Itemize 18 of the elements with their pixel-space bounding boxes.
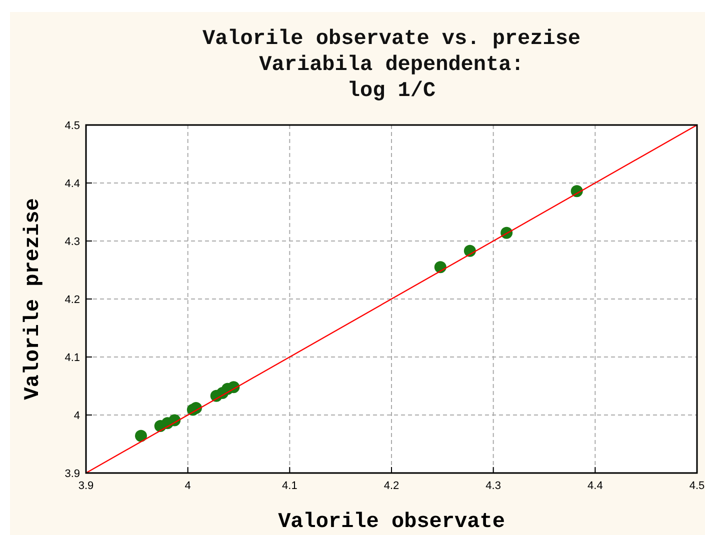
- x-tick-label: 3.9: [78, 480, 94, 492]
- x-tick-label: 4.1: [282, 480, 298, 492]
- y-tick-label: 4: [74, 410, 80, 422]
- y-tick-label: 4.3: [64, 236, 80, 248]
- x-tick-label: 4.2: [384, 480, 400, 492]
- x-tick-label: 4.4: [588, 480, 603, 492]
- y-tick-label: 4.4: [64, 178, 80, 190]
- chart-title: Valorile observate vs. prezise Variabila dependenta: log 1/C: [202, 28, 581, 103]
- y-tick-label: 3.9: [64, 468, 80, 480]
- x-tick-label: 4: [184, 480, 191, 492]
- x-tick-label: 4.5: [689, 480, 705, 492]
- y-axis-title: Valorile prezise: [22, 198, 45, 400]
- y-tick-label: 4.2: [64, 294, 80, 306]
- point: [134, 430, 147, 442]
- x-tick-label: 4.3: [486, 480, 501, 492]
- y-tick-label: 4.1: [64, 352, 80, 364]
- x-axis-title: Valorile observate: [278, 511, 505, 534]
- y-tick-label: 4.5: [64, 120, 80, 132]
